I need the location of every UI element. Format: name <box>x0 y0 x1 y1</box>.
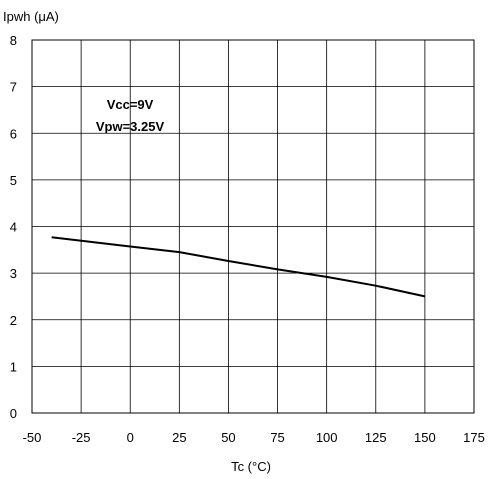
series-layer <box>51 236 426 298</box>
y-tick-label: 4 <box>10 220 17 235</box>
y-tick-label: 0 <box>10 406 17 421</box>
x-tick-label: -50 <box>23 430 42 445</box>
x-tick-label: 75 <box>270 430 284 445</box>
tick-labels: -50 -25 0 25 50 75 100 125 150 175 0 1 2 3 4 5 6 7 8 <box>10 33 485 445</box>
x-tick-label: 150 <box>414 430 436 445</box>
x-tick-label: 25 <box>172 430 186 445</box>
y-tick-label: 1 <box>10 359 17 374</box>
grid <box>32 40 474 413</box>
y-tick-label: 7 <box>10 80 17 95</box>
y-tick-label: 2 <box>10 313 17 328</box>
x-tick-label: 100 <box>316 430 338 445</box>
x-tick-label: 175 <box>463 430 485 445</box>
annotation-vcc: Vcc=9V <box>107 97 154 112</box>
plot-frame <box>31 39 475 414</box>
y-axis-title: Ipwh (μA) <box>3 9 59 24</box>
annotation-vpw: Vpw=3.25V <box>96 119 165 134</box>
y-tick-label: 5 <box>10 173 17 188</box>
x-tick-label: -25 <box>72 430 91 445</box>
series-line <box>51 236 426 298</box>
y-tick-label: 3 <box>10 266 17 281</box>
x-tick-label: 125 <box>365 430 387 445</box>
y-tick-label: 8 <box>10 33 17 48</box>
x-tick-label: 50 <box>221 430 235 445</box>
x-tick-label: 0 <box>127 430 134 445</box>
y-tick-label: 6 <box>10 126 17 141</box>
x-axis-title: Tc (°C) <box>231 459 271 474</box>
